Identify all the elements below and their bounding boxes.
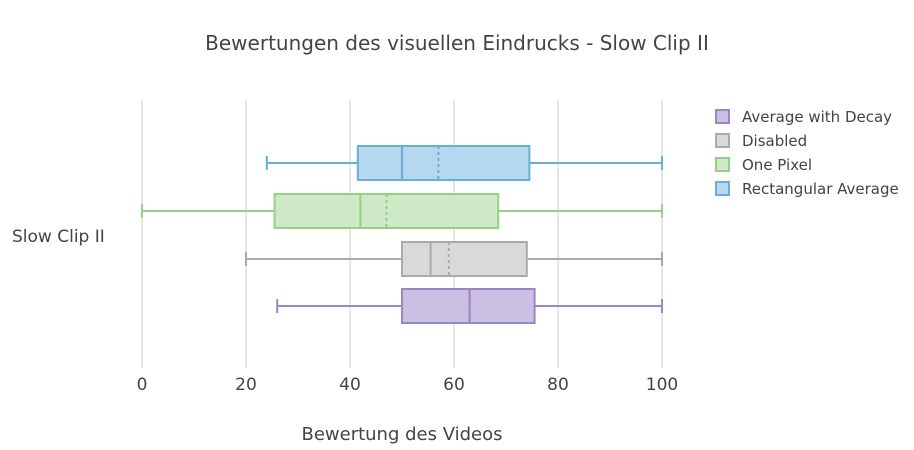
iqr-box bbox=[401, 288, 536, 324]
legend-item-disabled[interactable]: Disabled bbox=[715, 132, 807, 150]
x-axis-title: Bewertung des Videos bbox=[301, 424, 502, 445]
iqr-box bbox=[401, 241, 528, 277]
legend-swatch bbox=[715, 109, 730, 124]
grid-lines bbox=[141, 100, 663, 368]
legend-item-average-with-decay[interactable]: Average with Decay bbox=[715, 108, 892, 126]
boxes bbox=[141, 145, 663, 324]
box-disabled[interactable] bbox=[245, 241, 663, 277]
legend-label: One Pixel bbox=[742, 156, 812, 174]
x-tick-label-80: 80 bbox=[547, 375, 569, 395]
iqr-box bbox=[273, 193, 500, 229]
x-tick-label-60: 60 bbox=[443, 375, 465, 395]
box-rectangular-average[interactable] bbox=[265, 145, 663, 181]
legend-label: Average with Decay bbox=[742, 108, 892, 126]
box-average-with-decay[interactable] bbox=[276, 288, 663, 324]
box-one-pixel[interactable] bbox=[141, 193, 663, 229]
chart-title: Bewertungen des visuellen Eindrucks - Sl… bbox=[205, 31, 709, 55]
legend-label: Disabled bbox=[742, 132, 807, 150]
legend-swatch bbox=[715, 157, 730, 172]
legend-item-rectangular-average[interactable]: Rectangular Average bbox=[715, 180, 899, 198]
legend-swatch bbox=[715, 133, 730, 148]
iqr-box bbox=[356, 145, 531, 181]
x-tick-label-20: 20 bbox=[235, 375, 257, 395]
legend-swatch bbox=[715, 181, 730, 196]
x-tick-label-0: 0 bbox=[137, 375, 148, 395]
legend-label: Rectangular Average bbox=[742, 180, 899, 198]
x-tick-label-40: 40 bbox=[339, 375, 361, 395]
x-axis-ticks: 0 20 40 60 80 100 bbox=[137, 375, 679, 395]
category-label: Slow Clip II bbox=[12, 227, 105, 247]
legend-item-one-pixel[interactable]: One Pixel bbox=[715, 156, 812, 174]
x-tick-label-100: 100 bbox=[646, 375, 678, 395]
legend[interactable]: Average with Decay Disabled One Pixel Recta… bbox=[715, 108, 899, 198]
